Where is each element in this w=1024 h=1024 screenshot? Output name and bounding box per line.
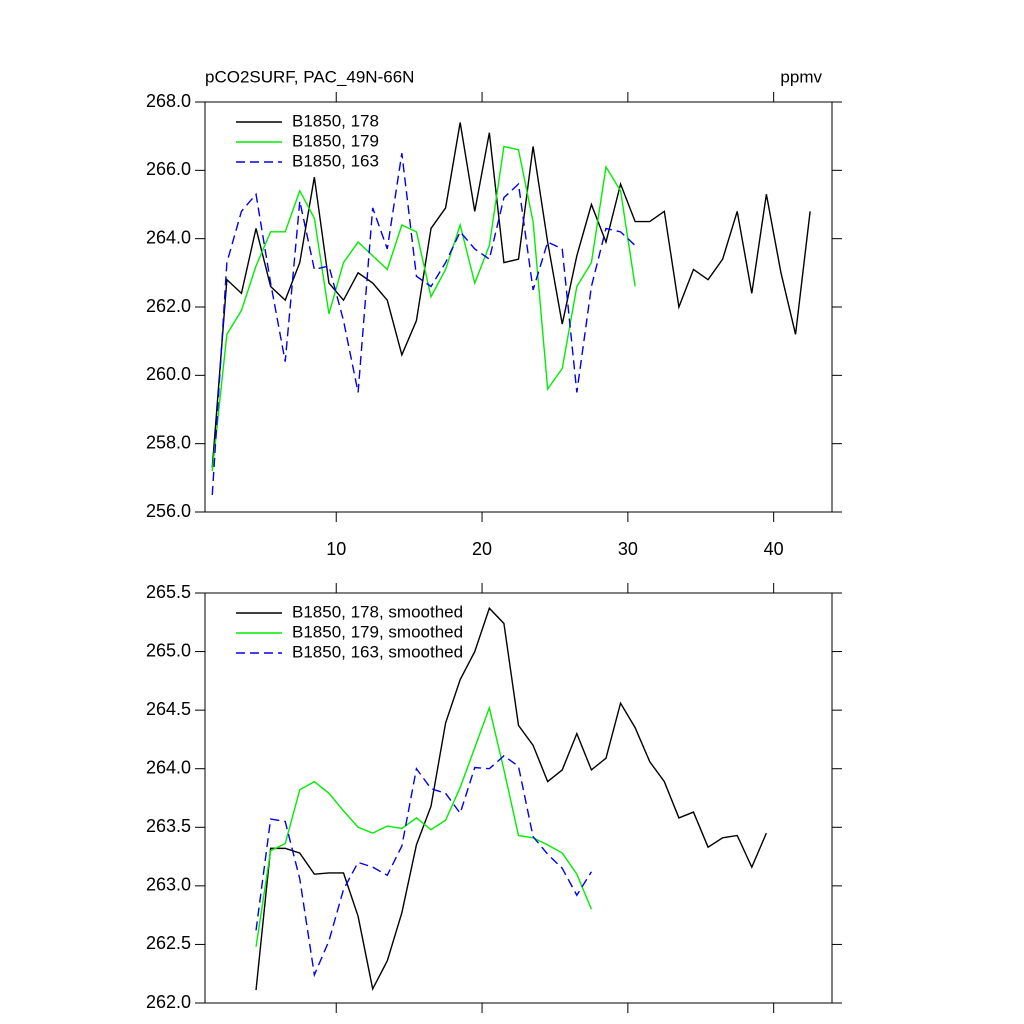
legend-label: B1850, 163, smoothed: [292, 642, 463, 661]
legend-label: B1850, 178, smoothed: [292, 602, 463, 621]
y-tick-label: 262.5: [146, 933, 191, 953]
y-tick-label: 262.0: [146, 296, 191, 316]
y-tick-label: 258.0: [146, 432, 191, 452]
y-tick-label: 265.5: [146, 582, 191, 602]
data-line: [211, 122, 811, 468]
y-tick-label: 266.0: [146, 159, 191, 179]
y-tick-label: 264.0: [146, 757, 191, 777]
x-tick-label: 40: [764, 539, 784, 559]
y-tick-label: 264.5: [146, 699, 191, 719]
legend-label: B1850, 178: [292, 111, 379, 130]
legend-label: B1850, 163: [292, 151, 379, 170]
y-tick-label: 264.0: [146, 227, 191, 247]
x-tick-label: 30: [618, 539, 638, 559]
y-tick-label: 262.0: [146, 992, 191, 1012]
units-label: ppmv: [780, 67, 822, 86]
data-line: [255, 754, 593, 978]
x-tick-label: 10: [326, 539, 346, 559]
x-tick-label: 20: [472, 539, 492, 559]
y-tick-label: 260.0: [146, 364, 191, 384]
data-line: [211, 153, 636, 495]
y-tick-label: 263.5: [146, 816, 191, 836]
chart-title: pCO2SURF, PAC_49N-66N: [205, 67, 414, 86]
y-tick-label: 265.0: [146, 640, 191, 660]
legend-label: B1850, 179, smoothed: [292, 622, 463, 641]
y-tick-label: 263.0: [146, 875, 191, 895]
data-line: [255, 606, 768, 992]
legend-label: B1850, 179: [292, 131, 379, 150]
y-tick-label: 268.0: [146, 91, 191, 111]
y-tick-label: 256.0: [146, 501, 191, 521]
data-line: [211, 145, 636, 472]
plot-frame: [204, 592, 833, 1004]
